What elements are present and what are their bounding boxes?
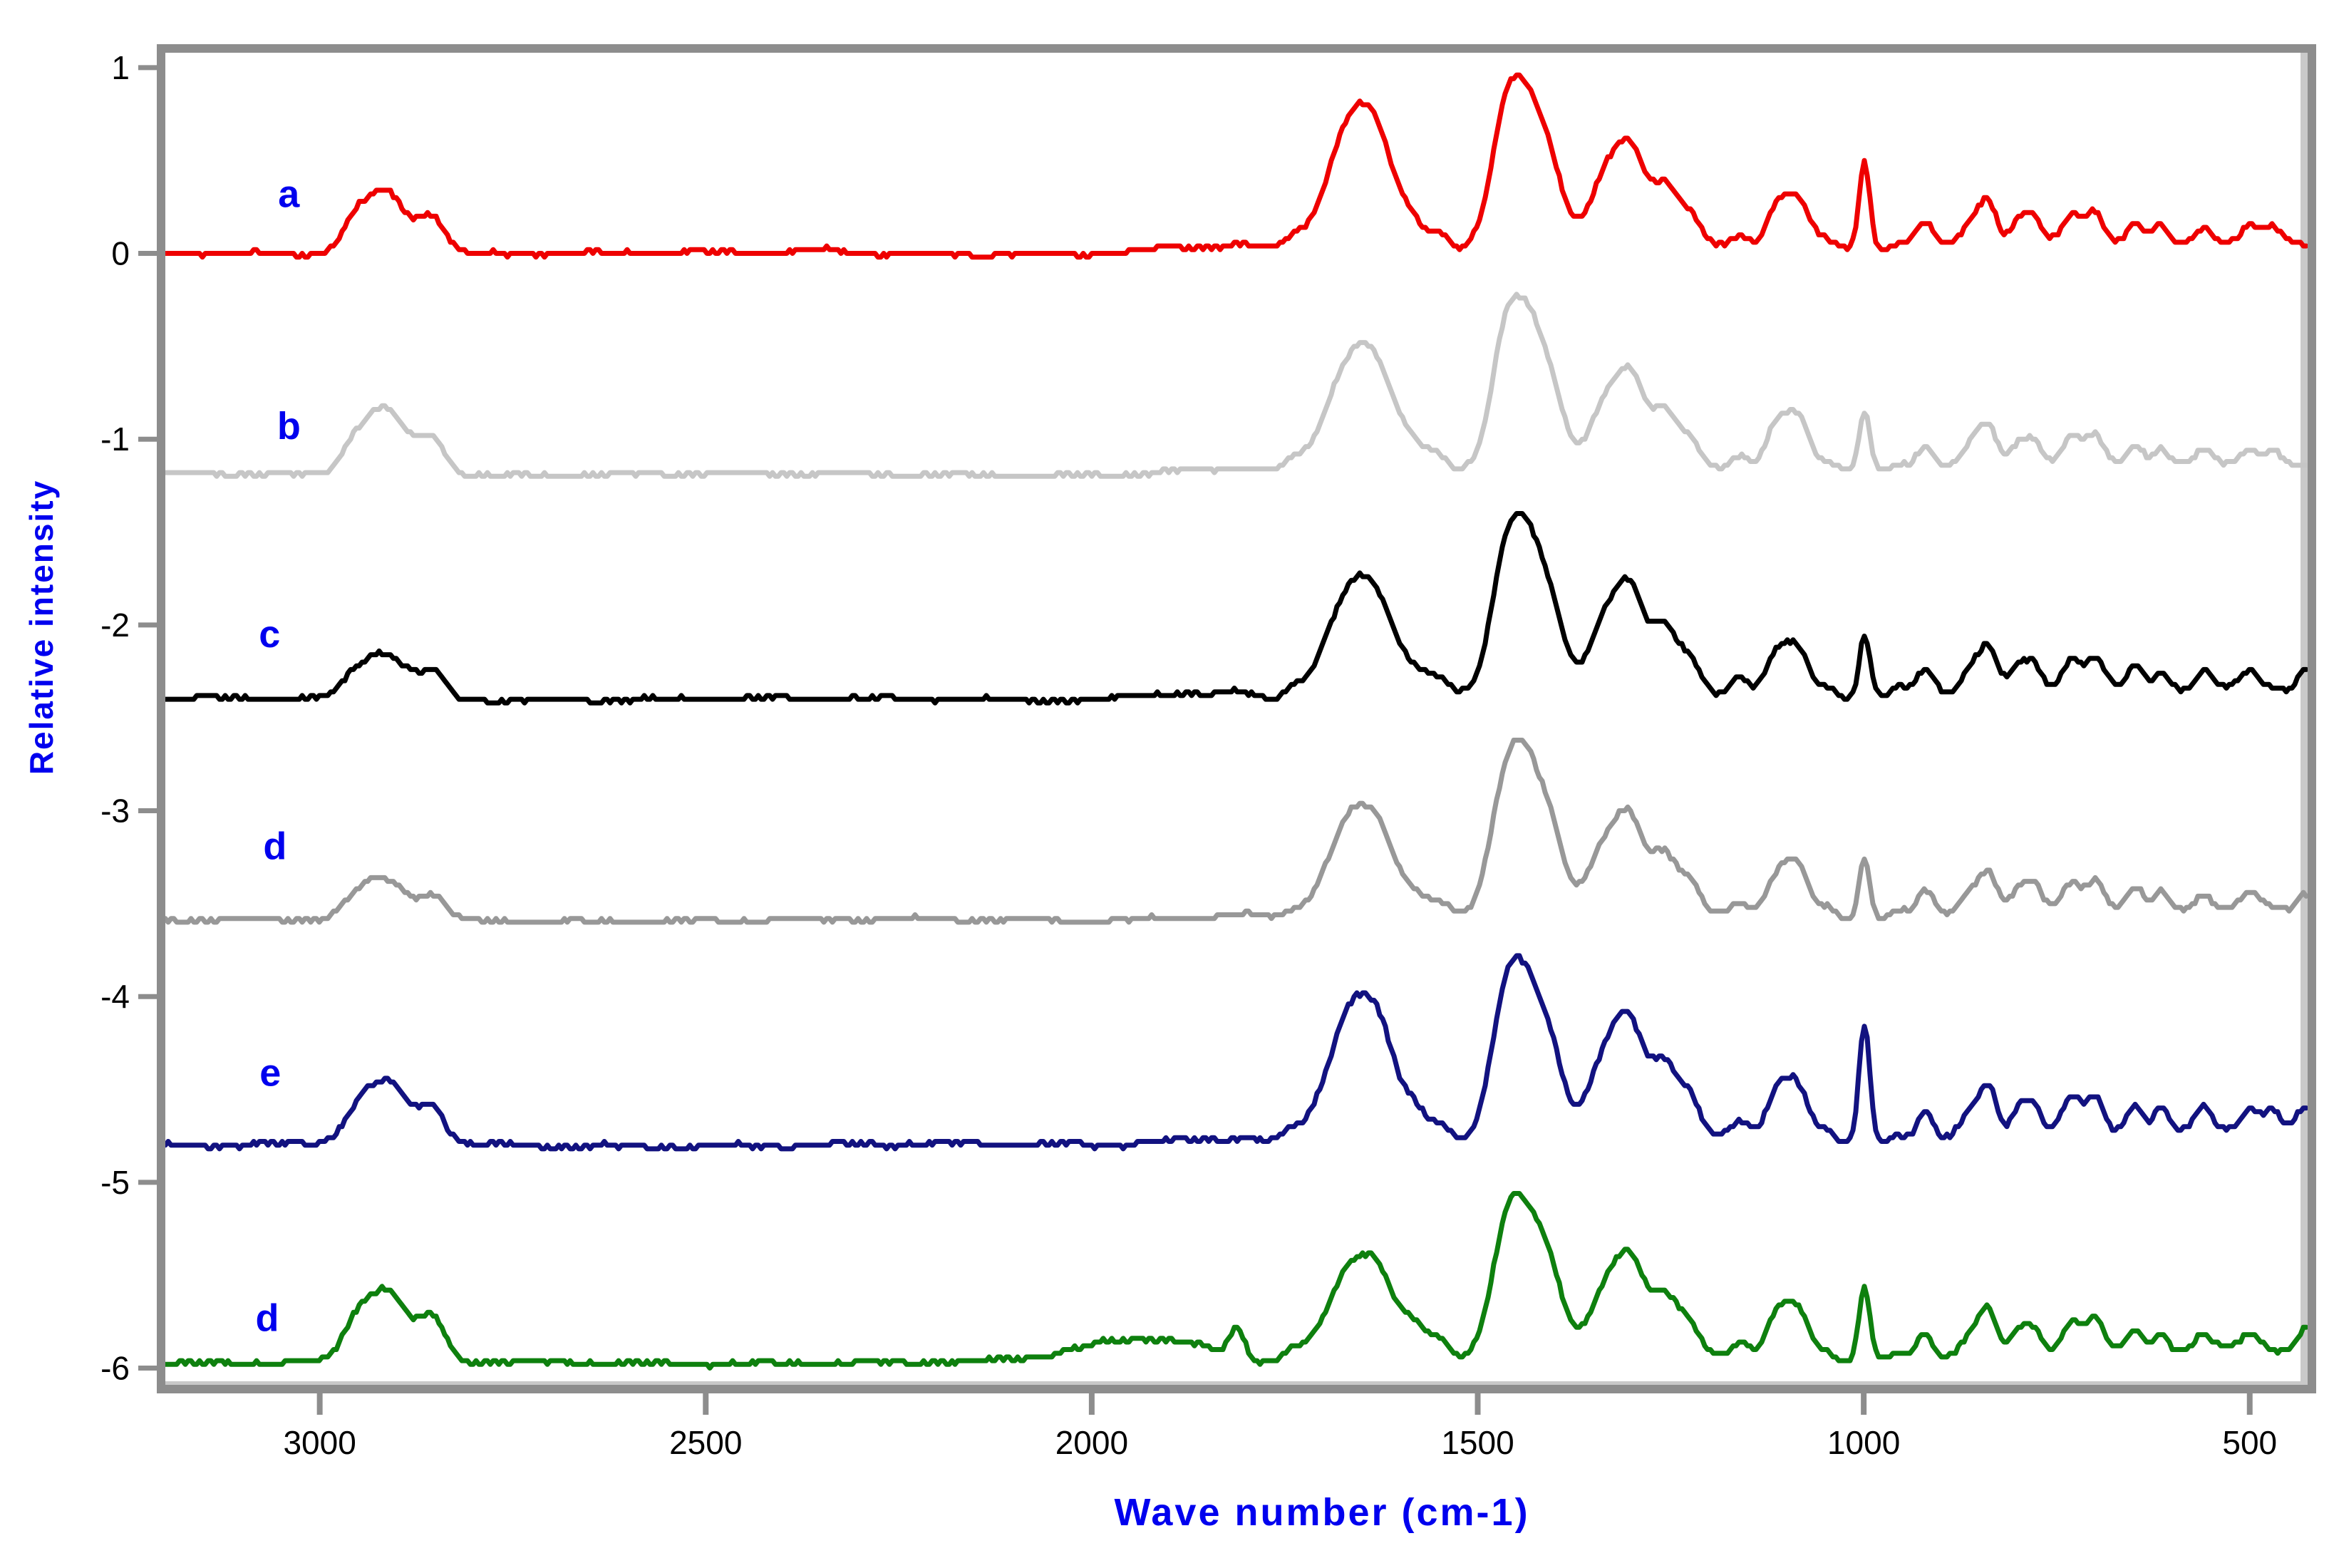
x-tick-label: 3000 xyxy=(283,1424,356,1461)
spectrum-b-1 xyxy=(165,292,2308,479)
x-tick-label: 1000 xyxy=(1827,1424,1900,1461)
series-label-c: c xyxy=(259,613,280,656)
y-tick-label: -1 xyxy=(100,421,130,458)
y-tick-label: -4 xyxy=(100,978,130,1015)
series-label-e: e xyxy=(259,1051,281,1094)
y-axis-title: Relative intensity xyxy=(23,479,60,775)
x-tick-label: 2500 xyxy=(669,1424,742,1461)
spectrum-a-0 xyxy=(165,72,2308,260)
y-tick-label: -3 xyxy=(100,793,130,830)
spectrum-d-5 xyxy=(165,1191,2308,1371)
spectrum-c-2 xyxy=(165,511,2308,706)
spectra-curves xyxy=(165,72,2308,1371)
series-label-b: b xyxy=(277,405,301,448)
series-label-d: d xyxy=(263,825,286,867)
spectrum-d-3 xyxy=(165,738,2308,925)
y-tick-label: 1 xyxy=(111,49,130,86)
plot-border xyxy=(157,44,2316,1393)
x-tick-label: 500 xyxy=(2222,1424,2277,1461)
x-tick-label: 2000 xyxy=(1055,1424,1128,1461)
series-label-d: d xyxy=(255,1296,279,1339)
y-tick-label: -2 xyxy=(100,607,130,644)
y-tick-label: -6 xyxy=(100,1350,130,1387)
series-label-a: a xyxy=(278,172,300,215)
x-axis-title: Wave number (cm-1) xyxy=(1114,1491,1530,1534)
y-tick-label: -5 xyxy=(100,1164,130,1201)
spectrum-e-4 xyxy=(165,953,2308,1152)
y-tick-label: 0 xyxy=(111,235,130,272)
x-tick-label: 1500 xyxy=(1441,1424,1514,1461)
